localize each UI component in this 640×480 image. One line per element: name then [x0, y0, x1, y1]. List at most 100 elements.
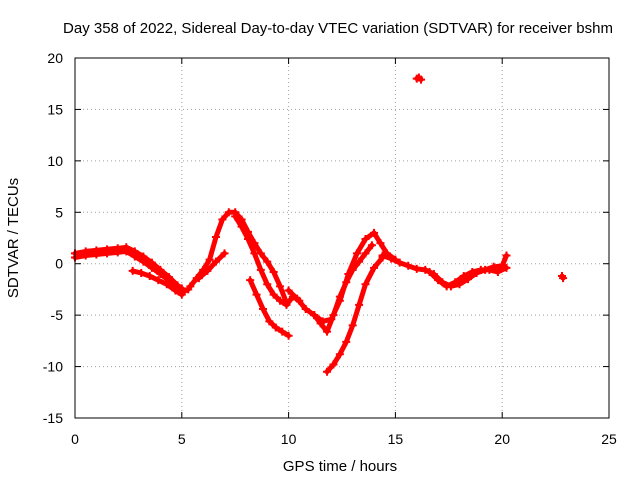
data-points — [71, 73, 568, 376]
data-point — [130, 252, 139, 261]
series-band — [311, 242, 375, 335]
chart-title: Day 358 of 2022, Sidereal Day-to-day VTE… — [63, 20, 613, 37]
series-band — [427, 265, 509, 289]
data-point — [231, 212, 240, 221]
data-point — [502, 263, 511, 272]
data-point — [442, 282, 451, 291]
y-tick-label: 0 — [55, 256, 63, 272]
data-point — [485, 265, 494, 274]
data-point — [256, 265, 265, 274]
data-point — [421, 265, 430, 274]
series-track-l — [425, 263, 511, 291]
series-outlier-high — [412, 73, 426, 84]
data-point — [468, 267, 477, 276]
data-point — [502, 251, 511, 260]
x-tick-label: 5 — [178, 431, 186, 447]
data-point — [145, 272, 154, 281]
x-tick-label: 0 — [71, 431, 79, 447]
data-point — [387, 254, 396, 263]
data-point — [81, 251, 90, 260]
data-point — [162, 280, 171, 289]
y-axis-title: SDTVAR / TECUs — [5, 178, 22, 298]
data-point — [451, 278, 460, 287]
data-point — [355, 300, 364, 309]
data-point — [316, 319, 325, 328]
data-point — [271, 323, 280, 332]
data-point — [459, 272, 468, 281]
data-point — [342, 278, 351, 287]
y-tick-label: 10 — [47, 153, 63, 169]
y-tick-label: -5 — [51, 307, 64, 323]
x-tick-label: 10 — [281, 431, 297, 447]
data-point — [282, 300, 291, 309]
data-point — [355, 257, 364, 266]
data-point — [370, 263, 379, 272]
data-point — [177, 290, 186, 299]
data-point — [113, 248, 122, 257]
data-point — [284, 331, 293, 340]
data-point — [220, 249, 229, 258]
data-point — [335, 350, 344, 359]
data-point — [186, 282, 195, 291]
data-point — [378, 251, 387, 260]
series-track-i — [310, 241, 376, 336]
data-point — [278, 327, 287, 336]
data-point — [361, 235, 370, 244]
data-point — [250, 249, 259, 258]
y-tick-label: 15 — [47, 101, 63, 117]
data-point — [348, 265, 357, 274]
data-point — [211, 232, 220, 241]
series-outlier-late — [558, 272, 568, 283]
data-point — [218, 215, 227, 224]
data-point — [559, 274, 568, 283]
data-point — [284, 286, 293, 295]
data-point — [252, 290, 261, 299]
plot-frame — [74, 57, 610, 419]
data-point — [361, 280, 370, 289]
y-tick-label: 20 — [47, 50, 63, 66]
data-point — [425, 267, 434, 276]
y-tick-label: -15 — [43, 410, 63, 426]
data-point — [376, 239, 385, 248]
data-point — [156, 270, 165, 278]
series-band — [196, 250, 227, 281]
data-point — [103, 249, 112, 258]
data-point — [293, 294, 302, 303]
data-point — [244, 235, 253, 244]
y-tick-label: -10 — [43, 359, 63, 375]
data-point — [269, 290, 278, 299]
data-point — [203, 266, 212, 275]
data-point — [323, 327, 332, 336]
data-point — [412, 264, 421, 273]
data-point — [265, 317, 274, 326]
data-point — [246, 276, 255, 285]
data-point — [367, 241, 376, 250]
data-point — [276, 282, 285, 291]
data-point — [211, 257, 220, 266]
data-point — [122, 247, 131, 256]
series-track-g — [246, 276, 293, 340]
x-axis: 0 5 10 15 20 25 — [71, 58, 617, 447]
data-point — [263, 257, 272, 266]
data-point — [301, 304, 310, 313]
data-point — [404, 261, 413, 270]
x-tick-label: 20 — [494, 431, 510, 447]
data-point — [348, 321, 357, 330]
data-point — [370, 228, 379, 237]
data-point — [154, 276, 163, 285]
data-point — [269, 267, 278, 276]
data-point — [147, 263, 156, 272]
data-point — [171, 286, 180, 295]
data-point — [194, 274, 203, 283]
series-track-e — [194, 249, 229, 283]
data-point — [329, 360, 338, 369]
data-point — [342, 337, 351, 346]
series-track-b — [71, 247, 186, 293]
data-point — [128, 266, 137, 275]
grid — [75, 58, 609, 418]
data-point — [205, 255, 214, 264]
data-point — [323, 367, 332, 376]
data-point — [92, 250, 101, 259]
data-point — [434, 276, 443, 285]
